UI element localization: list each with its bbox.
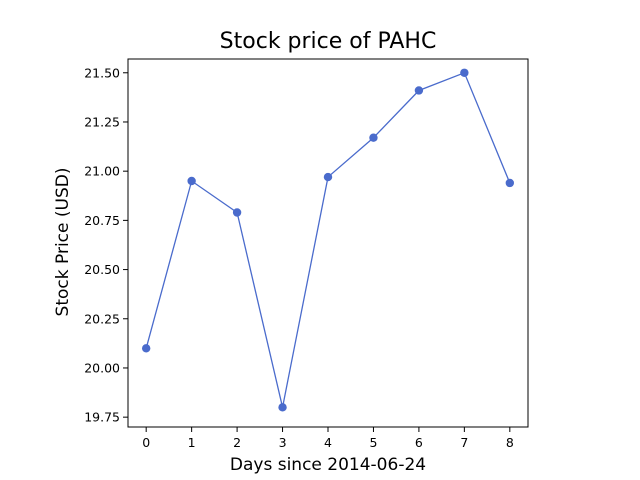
x-tick-label-8: 8 (506, 435, 514, 450)
x-tick-label-7: 7 (460, 435, 468, 450)
chart-title: Stock price of PAHC (220, 29, 437, 54)
y-tick-label-1: 20.00 (84, 360, 120, 375)
y-axis-label: Stock Price (USD) (53, 168, 73, 317)
data-point-2 (232, 208, 242, 217)
y-tick-label-5: 21.00 (84, 164, 120, 179)
x-tick-label-5: 5 (369, 435, 377, 450)
x-tick-label-1: 1 (188, 435, 196, 450)
data-point-8 (505, 178, 515, 188)
data-point-1 (187, 176, 196, 186)
data-point-5 (369, 133, 378, 142)
plot-area: 0 1 2 3 4 5 6 7 8 19.75 20.00 20.25 20.50 20.75 21.00 2… (84, 58, 529, 450)
data-point-4 (323, 172, 333, 182)
data-point-7 (460, 68, 469, 77)
x-tick-label-2: 2 (233, 435, 241, 450)
x-tick-label-0: 0 (142, 435, 150, 450)
x-tick-label-6: 6 (415, 435, 423, 450)
y-tick-label-4: 20.75 (84, 213, 120, 228)
y-tick-label-6: 21.25 (84, 114, 120, 129)
y-tick-label-2: 20.25 (84, 311, 120, 326)
y-tick-label-0: 19.75 (84, 410, 120, 425)
x-tick-label-4: 4 (324, 435, 332, 450)
data-point-6 (414, 86, 424, 95)
x-tick-label-3: 3 (279, 435, 287, 450)
data-point-3 (278, 403, 287, 412)
y-tick-label-3: 20.50 (84, 262, 120, 277)
data-point-0 (141, 344, 151, 353)
x-axis-label: Days since 2014-06-24 (230, 455, 426, 475)
series-line (145, 71, 511, 408)
y-tick-label-7: 21.50 (84, 65, 120, 80)
plot-frame (127, 58, 529, 428)
